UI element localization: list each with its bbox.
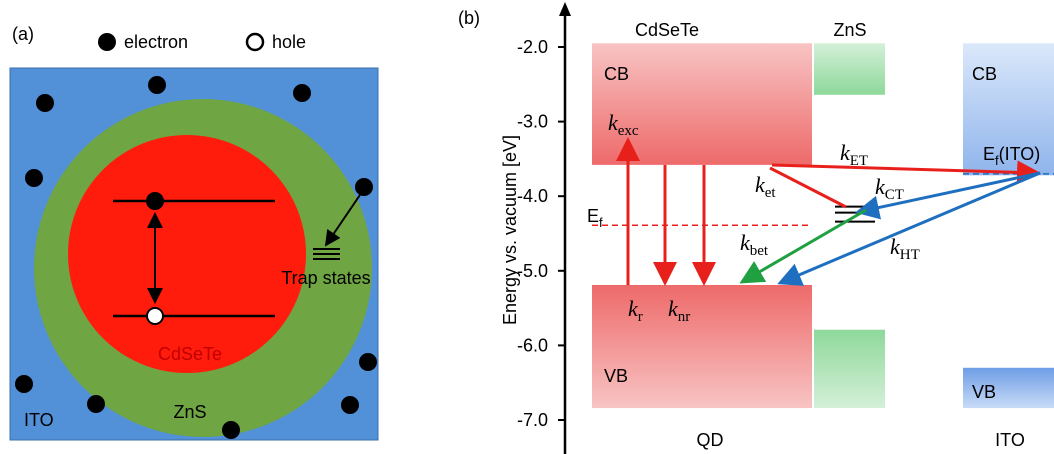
trap-label: Trap states — [281, 268, 370, 288]
y-tick-label: -3.0 — [517, 112, 548, 132]
electron — [25, 169, 43, 187]
shell-label: ZnS — [173, 402, 206, 422]
substrate-label: ITO — [24, 410, 54, 430]
shell-header: ZnS — [833, 20, 866, 40]
legend-hole: hole — [272, 32, 306, 52]
legend-hole-dot — [247, 34, 263, 50]
legend-electron-dot — [98, 33, 116, 51]
electron — [355, 178, 373, 196]
hole — [147, 308, 163, 324]
core-label: CdSeTe — [158, 344, 222, 364]
symbol-sub: f — [599, 215, 603, 230]
symbol-label: kHT — [890, 234, 920, 263]
symbol-label: kET — [840, 140, 868, 169]
figure: (a) electron hole Trap states CdSeTe ZnS… — [0, 0, 1054, 454]
symbol-main: E — [587, 206, 599, 226]
electron — [148, 76, 166, 94]
band-shell-cb — [814, 43, 885, 94]
ito-label: ITO — [995, 430, 1025, 450]
electron — [15, 375, 33, 393]
core-header: CdSeTe — [635, 20, 699, 40]
y-axis-label: Energy vs. vacuum [eV] — [500, 135, 520, 325]
symbol-sub: bet — [750, 243, 769, 259]
electron — [293, 84, 311, 102]
band-core-cb — [592, 43, 812, 165]
symbol-sub: HT — [900, 247, 920, 263]
symbol-sub: r — [638, 309, 643, 325]
legend-electron: electron — [124, 32, 188, 52]
panel-label: (b) — [458, 8, 480, 28]
y-axis-arrowhead — [559, 2, 571, 16]
electron — [222, 421, 240, 439]
symbol-label: Ef — [587, 206, 603, 230]
cdsete-core — [68, 135, 306, 373]
symbol-label: kCT — [875, 174, 904, 203]
symbol-sub: CT — [885, 187, 904, 203]
symbol-sub: exc — [618, 123, 639, 139]
electron — [341, 396, 359, 414]
electron — [146, 192, 164, 210]
y-tick-label: -2.0 — [517, 37, 548, 57]
symbol-sub: et — [765, 185, 777, 201]
band-label: VB — [604, 366, 628, 386]
band-label: CB — [972, 64, 997, 84]
qd-label: QD — [697, 430, 724, 450]
y-tick-label: -6.0 — [517, 335, 548, 355]
bands — [592, 43, 1054, 408]
band-label: CB — [604, 64, 629, 84]
band-shell-vb — [814, 330, 885, 408]
rate-arrow — [780, 173, 1040, 283]
symbol-sub: ET — [850, 153, 868, 169]
symbol-label: ket — [755, 172, 776, 201]
symbol-sub: nr — [678, 309, 691, 325]
rate-arrow — [770, 168, 846, 207]
y-tick-label: -5.0 — [517, 261, 548, 281]
y-tick-label: -4.0 — [517, 186, 548, 206]
band-core-vb — [592, 285, 812, 408]
panel-label: (a) — [12, 24, 34, 44]
page: (a) electron hole Trap states CdSeTe ZnS… — [0, 0, 1054, 454]
electron — [87, 395, 105, 413]
electron — [359, 353, 377, 371]
band-label: VB — [972, 382, 996, 402]
symbol-main: E — [983, 144, 995, 164]
symbol-label: kbet — [740, 230, 769, 259]
y-tick-label: -7.0 — [517, 410, 548, 430]
electron — [36, 94, 54, 112]
symbol-suffix: (ITO) — [999, 144, 1041, 164]
